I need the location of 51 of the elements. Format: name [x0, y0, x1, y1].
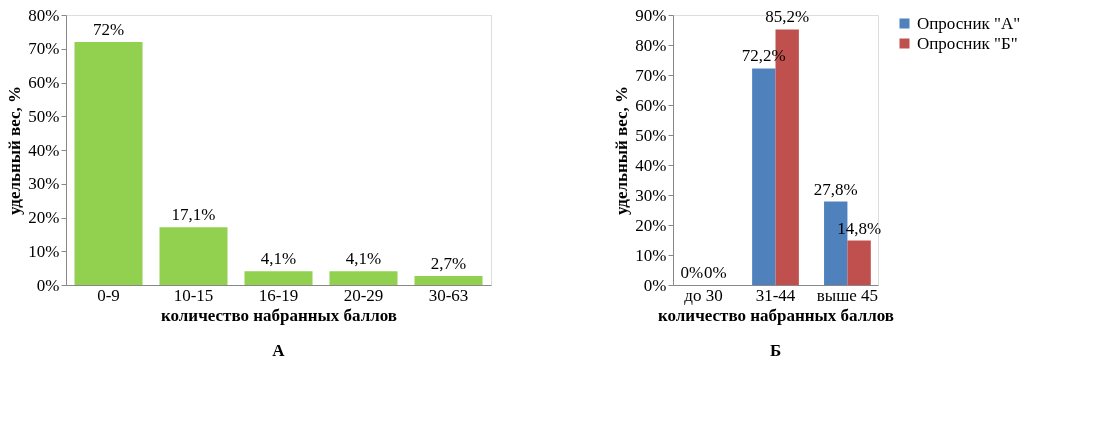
- y-tick-label: 20%: [28, 208, 60, 227]
- y-tick-label: 20%: [635, 215, 667, 235]
- y-tick-label: 60%: [635, 95, 667, 115]
- x-tick-label: 10-15: [173, 285, 214, 305]
- bar: [329, 271, 398, 285]
- y-tick-label: 70%: [635, 65, 667, 85]
- text: Б: [769, 341, 782, 360]
- bar: [847, 240, 871, 285]
- bar: [752, 68, 776, 285]
- y-tick-label: 70%: [28, 39, 60, 59]
- data-label: 4,1%: [345, 249, 382, 269]
- x-axis-title: количество набранных баллов: [657, 305, 895, 325]
- y-tick-label: 40%: [28, 140, 60, 160]
- bar: [159, 227, 228, 285]
- y-tick-label: 80%: [635, 35, 667, 55]
- x-tick-label: 16-19: [258, 285, 299, 305]
- x-tick-label: 0-9: [97, 285, 120, 305]
- y-tick-label: 10%: [28, 241, 60, 261]
- data-label: 4,1%: [260, 249, 297, 269]
- data-label: 85,2%: [765, 7, 810, 27]
- data-label: 2,7%: [430, 253, 467, 273]
- x-tick-label: 31-44: [755, 285, 796, 305]
- y-tick-label: 0%: [36, 275, 60, 295]
- y-tick-label: 90%: [635, 5, 667, 25]
- y-tick-label: 80%: [28, 5, 60, 25]
- bar: [414, 275, 483, 285]
- y-tick-label: 30%: [28, 174, 60, 194]
- y-axis-title: удельный вес, %: [5, 85, 25, 216]
- x-tick-label: до 30: [684, 285, 723, 305]
- x-axis-title: количество набранных баллов: [160, 305, 398, 325]
- y-tick-label: 40%: [635, 155, 667, 175]
- data-label: 0%: [703, 263, 727, 282]
- data-label: 17,1%: [171, 205, 216, 225]
- y-tick-label: 60%: [28, 73, 60, 92]
- text: А: [272, 341, 286, 360]
- x-tick-label: 20-29: [343, 285, 384, 305]
- bar: [244, 271, 313, 285]
- y-tick-label: 50%: [635, 125, 667, 145]
- y-tick-label: 50%: [28, 106, 60, 126]
- legend-label: Опросник "А": [917, 13, 1021, 33]
- bar: [74, 42, 143, 285]
- data-label: 27,8%: [813, 179, 858, 199]
- data-label: 72%: [92, 20, 125, 39]
- y-tick-label: 0%: [643, 275, 667, 295]
- y-axis-title: удельный вес, %: [612, 85, 632, 216]
- x-tick-label: выше 45: [816, 285, 879, 305]
- y-tick-label: 10%: [635, 245, 667, 265]
- data-label: 0%: [680, 263, 704, 282]
- y-tick-label: 30%: [635, 185, 667, 205]
- x-tick-label: 30-63: [428, 285, 469, 305]
- legend-label: Опросник "Б": [917, 33, 1018, 53]
